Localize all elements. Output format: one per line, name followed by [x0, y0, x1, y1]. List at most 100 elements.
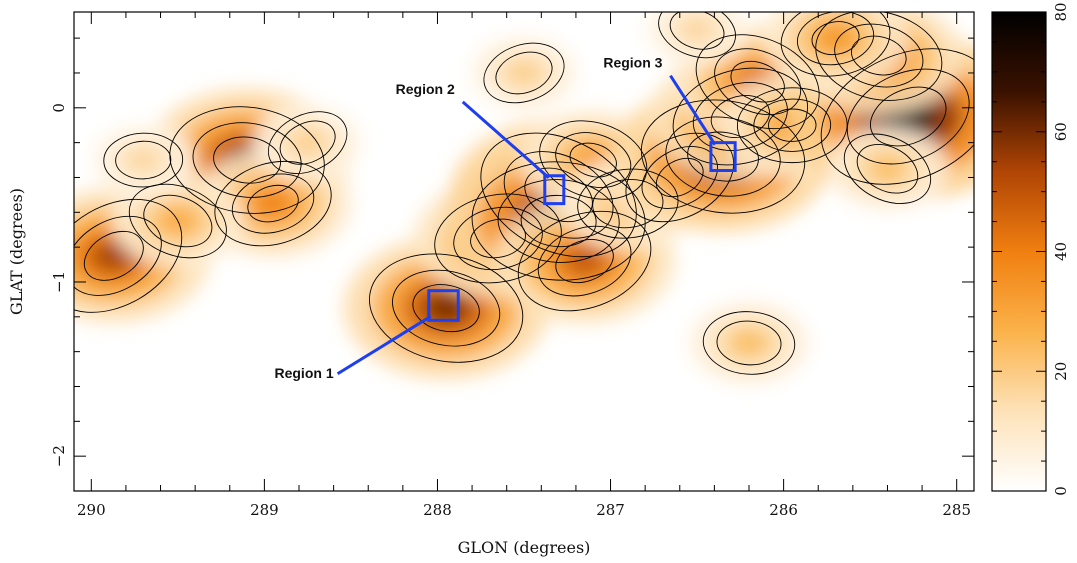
- contour-line: [74, 198, 183, 313]
- contour-line: [780, 12, 891, 77]
- emission-blob: [130, 151, 156, 169]
- contour-line: [369, 253, 524, 363]
- contour-line: [730, 60, 785, 103]
- contour-line: [103, 132, 184, 188]
- contour-line: [483, 42, 565, 104]
- region-pointer-line: [336, 315, 432, 376]
- region-rect: [427, 289, 460, 322]
- emission-blob: [511, 63, 537, 82]
- y-axis-ticks: 0 −1 −2: [50, 37, 974, 492]
- colorbar-tick-label: 80: [1052, 2, 1070, 21]
- contour-line: [870, 86, 947, 147]
- contour-line: [143, 194, 213, 248]
- emission-blob: [684, 20, 710, 39]
- contour-line: [851, 35, 907, 76]
- colorbar-tick-label: 60: [1052, 122, 1070, 141]
- plot-frame: [73, 11, 975, 492]
- contour-line: [279, 120, 336, 165]
- region-boxes: Region 1 Region 2 Region 3: [274, 55, 737, 381]
- contour-line: [128, 183, 227, 259]
- region-rect: [543, 174, 566, 206]
- x-tick-label: 285: [942, 501, 971, 519]
- contour-line: [843, 133, 932, 204]
- region-pointer-line: [669, 74, 717, 146]
- contour-line: [470, 218, 526, 259]
- region-box: Region 1: [274, 289, 460, 381]
- x-tick-label: 286: [769, 501, 798, 519]
- contour-line: [169, 106, 325, 214]
- emission-blob: [873, 158, 902, 179]
- contour-line: [815, 12, 943, 101]
- contour-line: [665, 116, 781, 197]
- contour-line: [517, 210, 652, 312]
- contour-line: [658, 12, 736, 59]
- contour-line: [714, 48, 802, 116]
- contour-line: [856, 144, 919, 194]
- colorbar: 0 20 40 60 80: [991, 2, 1070, 496]
- contour-line: [768, 108, 817, 142]
- contour-line: [214, 160, 332, 247]
- colorbar-ticks: 0 20 40 60 80: [992, 2, 1070, 496]
- contour-line: [702, 311, 796, 375]
- contour-line: [641, 146, 718, 209]
- y-tick-label: −1: [50, 271, 68, 293]
- region-label: Region 2: [396, 81, 455, 97]
- contour-line: [115, 140, 172, 180]
- y-tick-label: −2: [50, 445, 68, 467]
- contour-line: [555, 239, 614, 284]
- contour-line: [846, 68, 970, 165]
- contour-line: [539, 120, 648, 200]
- contour-line: [471, 161, 646, 281]
- contour-line: [392, 269, 501, 347]
- colorbar-tick-label: 40: [1052, 242, 1070, 261]
- contour-line: [74, 215, 162, 296]
- emission-blobs: [74, 12, 974, 386]
- y-tick-label: 0: [50, 103, 68, 113]
- contour-line: [555, 132, 632, 188]
- contour-line: [480, 132, 637, 258]
- contour-line: [569, 142, 617, 178]
- emission-map: [74, 12, 974, 386]
- contour-line: [213, 136, 281, 184]
- contour-line: [716, 320, 782, 366]
- contour-line: [655, 157, 704, 198]
- y-axis-label: GLAT (degrees): [7, 188, 26, 315]
- x-tick-label: 288: [423, 501, 452, 519]
- colorbar-tick-label: 0: [1052, 486, 1070, 496]
- contour-line: [83, 230, 144, 281]
- contour-line: [687, 131, 759, 182]
- contour-line: [669, 12, 725, 50]
- x-axis-label: GLON (degrees): [458, 538, 591, 557]
- contour-line: [625, 132, 735, 223]
- contour-line: [503, 151, 614, 239]
- region-box: Region 3: [603, 55, 737, 173]
- region-label: Region 1: [274, 365, 333, 381]
- emission-blob: [734, 332, 764, 353]
- contour-line: [192, 122, 302, 198]
- contour-line: [247, 184, 299, 223]
- emission-blob: [563, 246, 607, 277]
- emission-contours: [74, 12, 974, 375]
- contour-line: [412, 284, 480, 333]
- region-pointer-line: [461, 100, 550, 179]
- contour-line: [672, 67, 809, 166]
- contour-line: [577, 168, 679, 239]
- contour-line: [592, 178, 664, 229]
- contour-line: [434, 193, 562, 284]
- contour-line: [834, 23, 924, 88]
- emission-blob: [294, 133, 321, 152]
- contour-line: [710, 95, 770, 138]
- x-axis-ticks: 290 289 288 287 286 285: [77, 12, 971, 519]
- x-tick-label: 289: [250, 501, 279, 519]
- region-rect: [709, 141, 737, 173]
- contour-line: [267, 111, 348, 174]
- contour-line: [495, 51, 553, 95]
- contour-line: [753, 98, 832, 152]
- contour-line: [811, 21, 860, 56]
- region-box: Region 2: [396, 81, 566, 206]
- contour-line: [520, 194, 597, 248]
- colorbar-tick-label: 20: [1052, 362, 1070, 381]
- x-tick-label: 287: [596, 501, 625, 519]
- contour-line: [537, 225, 632, 297]
